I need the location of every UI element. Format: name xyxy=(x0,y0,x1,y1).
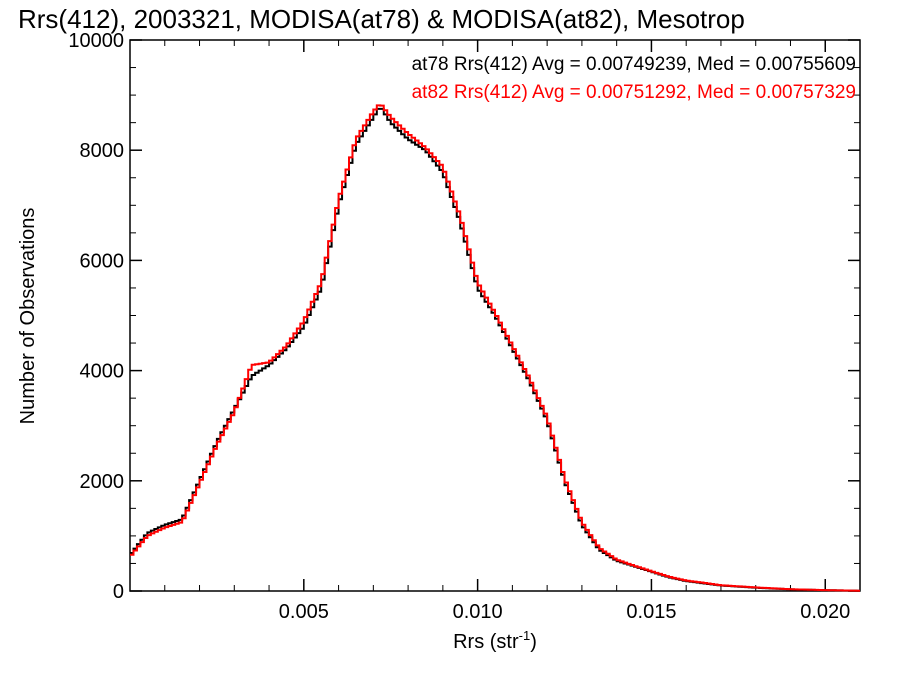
axis-ticks xyxy=(130,39,861,592)
x-axis-label-main: Rrs (str xyxy=(453,631,519,653)
x-tick-label: 0.015 xyxy=(626,601,676,623)
x-axis-label-superscript: -1 xyxy=(519,628,531,643)
y-tick-label: 4000 xyxy=(80,361,125,383)
x-tick-label: 0.010 xyxy=(453,601,503,623)
y-tick-label: 6000 xyxy=(80,250,125,272)
y-tick-label: 10000 xyxy=(68,30,124,52)
series-line-at78 xyxy=(130,107,860,592)
y-tick-label: 8000 xyxy=(80,140,125,162)
chart-title: Rrs(412), 2003321, MODISA(at78) & MODISA… xyxy=(18,4,745,34)
stats-annotations: at78 Rrs(412) Avg = 0.00749239, Med = 0.… xyxy=(412,54,856,103)
annotation-at78: at78 Rrs(412) Avg = 0.00749239, Med = 0.… xyxy=(412,54,856,75)
y-axis-label: Number of Observations xyxy=(17,208,39,425)
x-tick-label: 0.020 xyxy=(800,601,850,623)
y-tick-label: 2000 xyxy=(80,471,125,493)
annotation-at82: at82 Rrs(412) Avg = 0.00751292, Med = 0.… xyxy=(412,82,856,103)
tick-labels: 0.005 0.010 0.015 0.020 0 2000 4000 6000 8000 100… xyxy=(68,30,850,623)
x-axis-label: Rrs (str-1) xyxy=(453,628,537,653)
x-tick-label: 0.005 xyxy=(279,601,329,623)
x-axis-label-close: ) xyxy=(530,631,537,653)
series-line-at82 xyxy=(130,104,860,592)
y-tick-label: 0 xyxy=(113,581,124,603)
data-series xyxy=(130,104,860,592)
